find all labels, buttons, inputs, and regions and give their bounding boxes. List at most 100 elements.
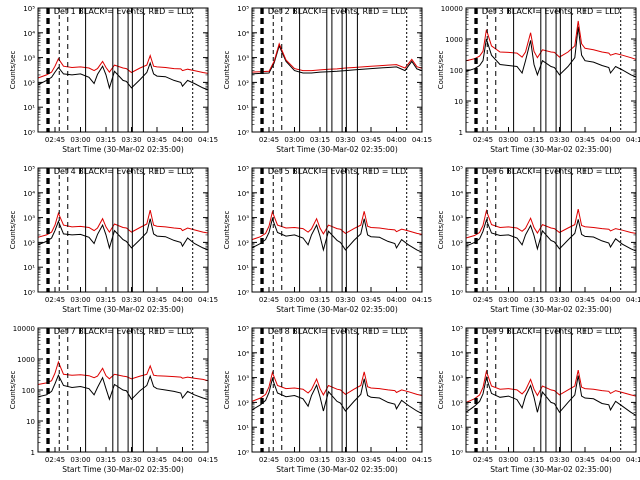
x-tick-label: 03:15 xyxy=(524,296,544,304)
x-tick-label: 04:15 xyxy=(412,136,432,144)
x-tick-label: 03:30 xyxy=(121,296,141,304)
y-tick-label: 10¹ xyxy=(23,104,35,112)
y-tick-label: 10³ xyxy=(237,215,249,223)
x-axis-label: Start Time (30-Mar-02 02:35:00) xyxy=(490,305,612,314)
y-tick-label: 100 xyxy=(450,67,463,75)
series-line-lld xyxy=(465,208,637,239)
y-tick-label: 10⁰ xyxy=(23,129,35,137)
y-axis-label: Counts/sec xyxy=(437,371,445,410)
chart-panel-4: Det 4 BLACK = Events, RED = LLD 10⁰ 10¹ 10²… xyxy=(9,165,218,314)
x-tick-label: 03:45 xyxy=(361,456,381,464)
y-axis-label: Counts/sec xyxy=(9,211,17,250)
plot-frame xyxy=(465,167,637,293)
x-tick-label: 02:45 xyxy=(473,296,493,304)
x-tick-label: 03:15 xyxy=(310,136,330,144)
x-tick-label: 03:15 xyxy=(310,296,330,304)
y-tick-label: 10⁵ xyxy=(237,325,249,333)
x-tick-label: 04:15 xyxy=(626,136,640,144)
y-tick-label: 10³ xyxy=(237,375,249,383)
x-tick-label: 03:15 xyxy=(524,456,544,464)
x-tick-label: 04:00 xyxy=(172,136,192,144)
x-tick-label: 04:00 xyxy=(600,296,620,304)
x-tick-label: 03:15 xyxy=(524,136,544,144)
y-tick-label: 10⁰ xyxy=(23,289,35,297)
y-tick-label: 10⁵ xyxy=(23,5,35,13)
y-tick-label: 10¹ xyxy=(237,264,249,272)
series-line-events xyxy=(37,218,209,251)
y-tick-label: 10¹ xyxy=(237,424,249,432)
y-tick-label: 10⁰ xyxy=(451,289,463,297)
y-tick-label: 10³ xyxy=(237,55,249,63)
x-tick-label: 03:00 xyxy=(498,136,518,144)
x-tick-label: 04:00 xyxy=(386,456,406,464)
x-tick-label: 04:00 xyxy=(600,136,620,144)
x-tick-label: 04:15 xyxy=(198,296,218,304)
series-line-events xyxy=(465,375,637,416)
x-tick-label: 03:45 xyxy=(147,136,167,144)
y-tick-label: 10² xyxy=(451,239,463,247)
series-line-lld xyxy=(37,360,209,385)
x-tick-label: 03:30 xyxy=(335,136,355,144)
y-tick-label: 10⁰ xyxy=(451,449,463,457)
x-tick-label: 03:30 xyxy=(549,296,569,304)
y-tick-label: 1 xyxy=(459,129,463,137)
x-tick-label: 03:00 xyxy=(70,296,90,304)
x-tick-label: 03:00 xyxy=(70,456,90,464)
y-tick-label: 10 xyxy=(26,418,35,426)
y-tick-label: 10² xyxy=(237,239,249,247)
x-tick-label: 03:00 xyxy=(284,456,304,464)
y-tick-label: 10000 xyxy=(441,5,463,13)
chart-title: Det 5 BLACK = Events, RED = LLD xyxy=(268,167,406,176)
x-tick-label: 04:00 xyxy=(172,296,192,304)
series-line-lld xyxy=(251,370,423,402)
y-tick-label: 10⁰ xyxy=(237,129,249,137)
x-tick-label: 03:45 xyxy=(361,136,381,144)
chart-panel-5: Det 5 BLACK = Events, RED = LLD 10⁰ 10¹ 10²… xyxy=(223,165,432,314)
y-tick-label: 1 xyxy=(31,449,35,457)
x-tick-label: 03:30 xyxy=(335,296,355,304)
series-line-events xyxy=(465,26,637,78)
series-line-events xyxy=(465,218,637,252)
x-tick-label: 02:45 xyxy=(45,136,65,144)
x-tick-label: 03:45 xyxy=(147,296,167,304)
x-tick-label: 02:45 xyxy=(259,456,279,464)
x-tick-label: 03:30 xyxy=(121,136,141,144)
y-tick-label: 10 xyxy=(454,98,463,106)
chart-panel-8: Det 8 BLACK = Events, RED = LLD 10⁰ 10¹ 10²… xyxy=(223,325,432,474)
x-axis-label: Start Time (30-Mar-02 02:35:00) xyxy=(490,465,612,474)
y-tick-label: 10² xyxy=(237,79,249,87)
y-axis-label: Counts/sec xyxy=(223,51,231,90)
x-tick-label: 03:45 xyxy=(575,456,595,464)
x-tick-label: 03:00 xyxy=(70,136,90,144)
y-tick-label: 10¹ xyxy=(451,424,463,432)
y-tick-label: 10³ xyxy=(23,215,35,223)
chart-panel-1: Det 1 BLACK = Events, RED = LLD 10⁰ 10¹ 10²… xyxy=(9,5,218,154)
plot-frame xyxy=(37,7,209,133)
series-line-events xyxy=(251,44,423,75)
y-tick-label: 10⁵ xyxy=(451,325,463,333)
x-tick-label: 04:15 xyxy=(626,296,640,304)
y-tick-label: 10⁰ xyxy=(237,449,249,457)
chart-panel-3: Det 3 BLACK = Events, RED = LLD 1 10 100 100… xyxy=(437,5,640,154)
series-line-events xyxy=(251,376,423,415)
y-tick-label: 10000 xyxy=(13,325,35,333)
chart-panel-7: Det 7 BLACK = Events, RED = LLD 1 10 100 100… xyxy=(9,325,218,474)
y-axis-label: Counts/sec xyxy=(9,371,17,410)
y-tick-label: 10⁴ xyxy=(237,30,249,38)
x-tick-label: 03:15 xyxy=(96,296,116,304)
y-tick-label: 10³ xyxy=(23,55,35,63)
chart-title: Det 3 BLACK = Events, RED = LLD xyxy=(482,7,620,16)
plot-frame xyxy=(251,7,423,133)
y-tick-label: 1000 xyxy=(17,356,35,364)
y-tick-label: 10³ xyxy=(451,215,463,223)
y-tick-label: 10⁵ xyxy=(237,5,249,13)
y-tick-label: 10² xyxy=(237,399,249,407)
y-tick-label: 10⁴ xyxy=(23,190,35,198)
chart-title: Det 6 BLACK = Events, RED = LLD xyxy=(482,167,620,176)
x-tick-label: 02:45 xyxy=(473,136,493,144)
x-tick-label: 02:45 xyxy=(45,456,65,464)
y-tick-label: 10² xyxy=(451,399,463,407)
chart-title: Det 2 BLACK = Events, RED = LLD xyxy=(268,7,406,16)
y-tick-label: 10⁴ xyxy=(23,30,35,38)
